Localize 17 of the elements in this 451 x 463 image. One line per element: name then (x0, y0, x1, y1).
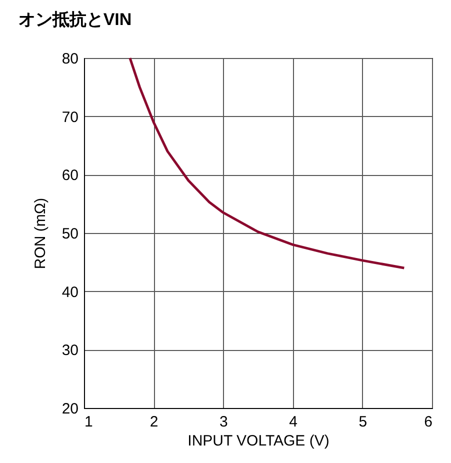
chart-title: オン抵抗とVIN (18, 10, 132, 29)
y-tick-label: 50 (62, 226, 78, 242)
y-tick-label: 60 (62, 167, 78, 184)
y-tick-label: 70 (62, 108, 78, 126)
x-tick-label: 3 (220, 414, 228, 430)
line-series (128, 56, 406, 270)
y-tick-label: 20 (62, 400, 78, 418)
x-tick-label: 2 (150, 414, 158, 430)
x-tick-label: 1 (84, 414, 93, 430)
y-tick-label: 30 (62, 342, 78, 360)
x-tick-label: 6 (424, 414, 432, 430)
y-axis-title: RON (mΩ) (32, 198, 49, 270)
y-tick-label: 40 (62, 284, 78, 301)
x-tick-label: 4 (289, 414, 298, 430)
y-tick-label: 80 (62, 50, 78, 68)
x-axis-title: INPUT VOLTAGE (V) (188, 432, 330, 450)
x-tick-label: 5 (358, 414, 368, 430)
